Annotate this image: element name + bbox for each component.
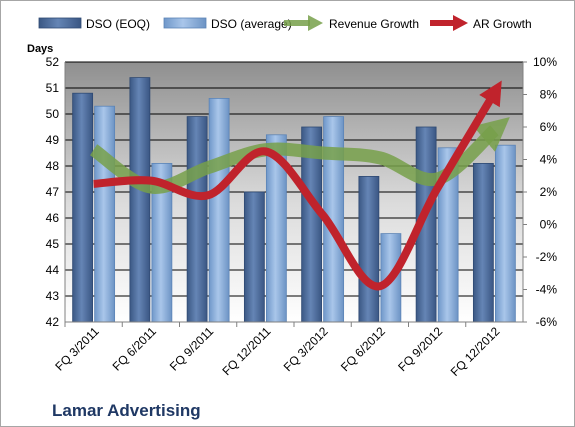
y2-tick-label: -2%: [536, 250, 558, 264]
bar-dso-eoq: [358, 175, 380, 323]
bar-dso-eoq: [472, 162, 494, 323]
bar-dso-eoq: [243, 191, 265, 323]
legend-swatch-dso-eoq: [38, 17, 82, 29]
bar-dso-average: [208, 98, 230, 323]
legend: DSO (EOQ) DSO (average) Revenue Growth A…: [38, 15, 532, 31]
y2-tick-label: 2%: [540, 185, 558, 199]
x-tick-label: FQ 3/2012: [281, 324, 331, 374]
y-tick-label: 50: [46, 107, 60, 121]
x-tick-label: FQ 9/2012: [395, 324, 445, 374]
bar-dso-average: [494, 144, 516, 323]
y-tick-label: 44: [46, 263, 60, 277]
legend-label-dso-eoq: DSO (EOQ): [86, 17, 150, 31]
chart-title: Lamar Advertising: [52, 401, 201, 420]
y-tick-label: 48: [46, 159, 60, 173]
x-tick-label: FQ 3/2011: [52, 324, 102, 374]
legend-swatch-dso-average: [163, 17, 207, 29]
bar-dso-eoq: [72, 92, 94, 323]
bar-dso-eoq: [129, 77, 151, 323]
y-tick-label: 43: [46, 289, 60, 303]
x-tick-label: FQ 12/2011: [219, 324, 273, 378]
y-tick-label: 47: [46, 185, 60, 199]
x-tick-label: FQ 6/2011: [110, 324, 160, 374]
y2-tick-label: -6%: [536, 315, 558, 329]
legend-label-ar-growth: AR Growth: [473, 17, 532, 31]
y-tick-label: 51: [46, 81, 60, 95]
y-tick-label: 52: [46, 55, 60, 69]
y2-tick-label: -4%: [536, 283, 558, 297]
legend-label-dso-average: DSO (average): [211, 17, 292, 31]
x-tick-label: FQ 6/2012: [338, 324, 388, 374]
legend-label-revenue-growth: Revenue Growth: [329, 17, 419, 31]
y2-tick-label: 6%: [540, 120, 558, 134]
y-tick-label: 46: [46, 211, 60, 225]
y-axis-unit-label: Days: [27, 43, 53, 55]
legend-swatch-ar-growth: [430, 15, 468, 31]
revenue-growth-line: [89, 117, 510, 194]
y2-tick-label: 10%: [533, 55, 557, 69]
legend-swatch-revenue-growth: [284, 15, 323, 31]
ar-growth-line: [93, 80, 502, 291]
x-tick-label: FQ 12/2012: [448, 324, 503, 379]
bar-dso-eoq: [186, 116, 208, 323]
growth-lines: [89, 80, 510, 291]
y2-tick-label: 0%: [540, 218, 558, 232]
x-tick-label: FQ 9/2011: [167, 324, 217, 374]
y2-tick-label: 4%: [540, 153, 558, 167]
y2-tick-label: 8%: [540, 88, 558, 102]
bar-dso-average: [94, 105, 116, 323]
y-tick-label: 49: [46, 133, 60, 147]
y-tick-label: 42: [46, 315, 60, 329]
y-tick-label: 45: [46, 237, 60, 251]
